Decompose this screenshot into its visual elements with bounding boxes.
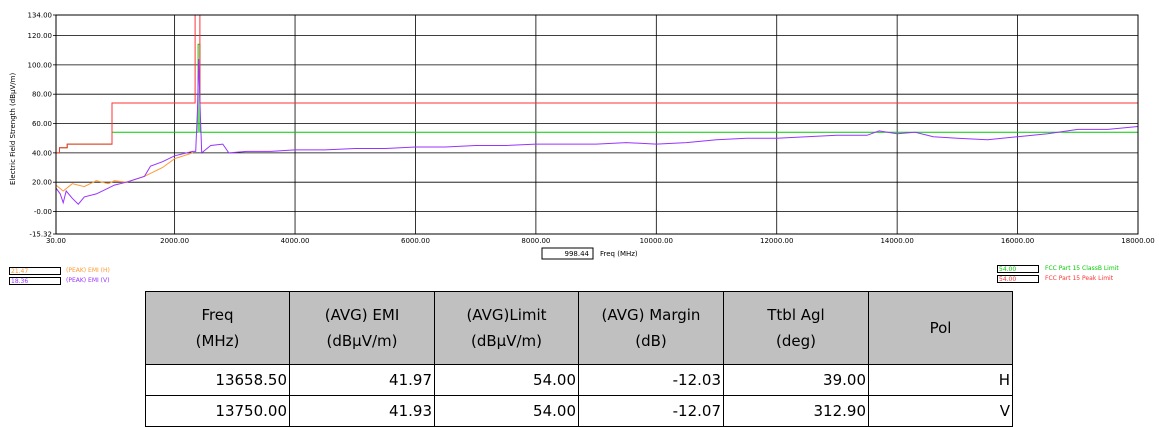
series-line-fcc-part-15-classb-limit: [56, 43, 1138, 154]
tick-labels: 30.00 2000.00 4000.00 6000.00 8000.00 10000.0…: [28, 12, 1155, 246]
x-tick-label: 10000.00: [640, 237, 673, 245]
legend-value-classb-limit: 54.00: [997, 265, 1039, 273]
col-header-line: (AVG) Margin: [601, 306, 701, 324]
legend-value-peak-v: 18.36: [9, 277, 61, 285]
col-header-ttbl-agl: Ttbl Agl (deg): [723, 291, 869, 365]
emi-chart: 30.00 2000.00 4000.00 6000.00 8000.00 10000.0…: [9, 12, 1155, 260]
cell-pol: H: [868, 364, 1013, 396]
legend-label-peak-h: (PEAK) EMI (H): [66, 267, 110, 274]
y-tick-label: 80.00: [32, 91, 52, 99]
x-tick-label: 16000.00: [1001, 237, 1034, 245]
cell-ttbl-agl: 312.90: [723, 395, 869, 427]
y-tick-label: -15.32: [29, 231, 52, 239]
chart-axes: [53, 14, 1139, 235]
table-row: 13750.00 41.93 54.00 -12.07 312.90 V: [145, 395, 1013, 427]
cell-freq: 13658.50: [145, 364, 290, 396]
chart-grid: [55, 14, 1139, 235]
series-line-fcc-part-15-peak-limit: [56, 14, 1138, 154]
col-header-freq: Freq (MHz): [145, 291, 290, 365]
y-tick-label: -0.00: [34, 208, 52, 216]
legend-value-peak-h: 21.47: [9, 267, 61, 275]
cell-avg-emi: 41.97: [289, 364, 435, 396]
freq-cursor-box: [541, 247, 594, 260]
x-tick-label: 30.00: [46, 237, 66, 245]
legend-label-peak-v: (PEAK) EMI (V): [66, 277, 110, 284]
col-header-avg-margin: (AVG) Margin (dB): [578, 291, 724, 365]
col-header-line: Freq: [201, 306, 234, 324]
series-line-peak-emi-v: [55, 58, 1139, 205]
cell-freq: 13750.00: [145, 395, 290, 427]
cell-avg-limit: 54.00: [434, 395, 579, 427]
y-tick-label: 40.00: [32, 149, 52, 157]
col-header-unit: (dB): [635, 332, 667, 350]
plot-frame: [55, 14, 1139, 235]
cell-ttbl-agl: 39.00: [723, 364, 869, 396]
y-tick-label: 20.00: [32, 179, 52, 187]
x-tick-label: 8000.00: [521, 237, 550, 245]
cell-pol: V: [868, 395, 1013, 427]
y-axis-label: Electric Field Strength (dBµV/m): [9, 73, 17, 185]
legend-label-classb-limit: FCC Part 15 ClassB Limit: [1045, 265, 1119, 272]
legend-value-peak-limit: 54.00: [997, 275, 1039, 283]
cell-avg-limit: 54.00: [434, 364, 579, 396]
y-tick-label: 100.00: [28, 61, 53, 69]
series-line-peak-emi-h: [55, 152, 193, 192]
cell-avg-margin: -12.03: [578, 364, 724, 396]
cell-avg-margin: -12.07: [578, 395, 724, 427]
table-header-row: Freq (MHz) (AVG) EMI (dBµV/m) (AVG)Limit…: [145, 291, 1013, 365]
col-header-avg-emi: (AVG) EMI (dBµV/m): [289, 291, 435, 365]
col-header-unit: (dBµV/m): [471, 332, 542, 350]
x-tick-label: 2000.00: [160, 237, 189, 245]
table-row: 13658.50 41.97 54.00 -12.03 39.00 H: [145, 364, 1013, 396]
x-axis-label: Freq (MHz): [600, 250, 638, 258]
y-tick-label: 134.00: [28, 12, 53, 20]
x-tick-label: 12000.00: [760, 237, 793, 245]
results-table: Freq (MHz) (AVG) EMI (dBµV/m) (AVG)Limit…: [145, 291, 1013, 427]
cell-avg-emi: 41.93: [289, 395, 435, 427]
col-header-unit: (MHz): [195, 332, 240, 350]
col-header-unit: (deg): [776, 332, 816, 350]
x-tick-label: 18000.00: [1121, 237, 1154, 245]
x-tick-label: 4000.00: [281, 237, 310, 245]
col-header-line: (AVG) EMI: [324, 306, 400, 324]
col-header-avg-limit: (AVG)Limit (dBµV/m): [434, 291, 579, 365]
y-tick-label: 60.00: [32, 120, 52, 128]
legend-label-peak-limit: FCC Part 15 Peak Limit: [1045, 275, 1114, 282]
col-header-line: (AVG)Limit: [466, 306, 547, 324]
x-tick-label: 14000.00: [880, 237, 913, 245]
col-header-line: Ttbl Agl: [767, 306, 825, 324]
y-tick-label: 120.00: [28, 32, 53, 40]
x-tick-label: 6000.00: [401, 237, 430, 245]
freq-cursor-value: 998.44: [565, 250, 590, 258]
series-layer: [55, 14, 1139, 205]
col-header-pol: Pol: [868, 291, 1013, 365]
col-header-line: Pol: [929, 319, 952, 337]
col-header-unit: (dBµV/m): [326, 332, 398, 350]
